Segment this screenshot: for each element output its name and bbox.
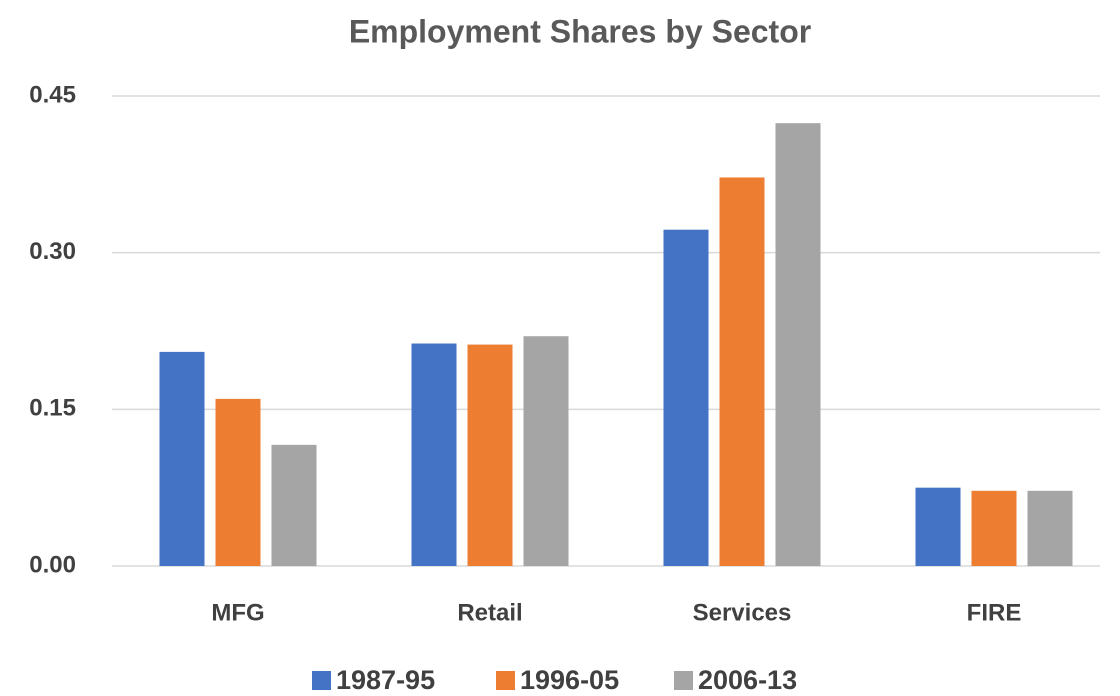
bar	[971, 490, 1017, 566]
bar	[467, 344, 513, 566]
bar	[663, 229, 709, 566]
bar	[159, 351, 205, 566]
legend-swatch	[674, 671, 693, 690]
bar	[775, 123, 821, 567]
legend-label: 1996-05	[520, 665, 619, 695]
x-tick-label: Services	[693, 599, 792, 626]
legend-label: 2006-13	[698, 665, 797, 695]
x-tick-label: MFG	[211, 599, 264, 626]
bar	[271, 444, 317, 566]
bar	[215, 398, 261, 566]
chart-title: Employment Shares by Sector	[349, 13, 811, 49]
bar	[719, 177, 765, 566]
bar	[915, 487, 961, 566]
bar	[523, 336, 569, 566]
legend-swatch	[496, 671, 515, 690]
y-tick-label: 0.45	[29, 81, 76, 108]
y-tick-label: 0.30	[29, 238, 76, 265]
bar	[1027, 490, 1073, 566]
legend-swatch	[312, 671, 331, 690]
x-tick-label: Retail	[457, 599, 522, 626]
legend-label: 1987-95	[336, 665, 435, 695]
bar	[411, 343, 457, 566]
x-tick-label: FIRE	[967, 599, 1022, 626]
y-tick-label: 0.15	[29, 395, 76, 422]
y-tick-label: 0.00	[29, 551, 76, 578]
